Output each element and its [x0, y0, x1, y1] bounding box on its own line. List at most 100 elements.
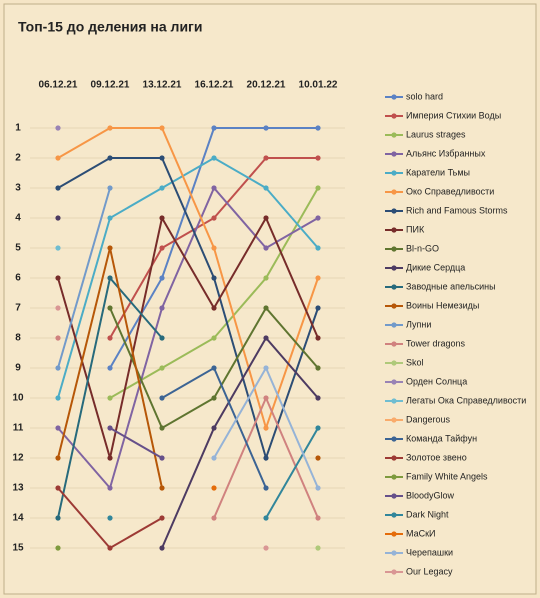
point: [107, 425, 113, 431]
point: [107, 515, 113, 521]
legend-label: Черепашки: [406, 547, 453, 557]
legend-label: Легаты Ока Справедливости: [406, 395, 526, 405]
point: [159, 425, 165, 431]
point: [159, 485, 165, 491]
y-tick-label: 5: [15, 243, 21, 254]
legend-label: Альянс Избранных: [406, 148, 486, 158]
y-tick-label: 9: [15, 363, 21, 374]
point: [107, 305, 113, 311]
series-line: [57, 156, 319, 399]
series-line: [57, 157, 319, 462]
legend-dot: [391, 246, 397, 252]
legend-dot: [391, 550, 397, 556]
point: [315, 365, 321, 371]
point: [159, 245, 165, 251]
point: [159, 125, 165, 131]
point: [55, 305, 61, 311]
point: [211, 275, 217, 281]
point: [315, 335, 321, 341]
point: [263, 215, 269, 221]
legend-dot: [391, 379, 397, 385]
point: [315, 275, 321, 281]
x-tick-label: 09.12.21: [91, 80, 130, 91]
chart-title: Топ-15 до деления на лиги: [18, 19, 203, 35]
legend-label: Dangerous: [406, 414, 451, 424]
legend-label: Skol: [406, 357, 424, 367]
point: [315, 545, 321, 551]
point: [211, 305, 217, 311]
legend-dot: [391, 132, 397, 138]
series-line: [57, 187, 111, 369]
point: [55, 245, 61, 251]
point: [107, 485, 113, 491]
point: [211, 185, 217, 191]
legend-dot: [391, 417, 397, 423]
point: [315, 155, 321, 161]
legend-label: Laurus strages: [406, 129, 466, 139]
point: [211, 155, 217, 161]
legend-dot: [391, 189, 397, 195]
y-tick-label: 14: [12, 513, 24, 524]
point: [55, 215, 61, 221]
y-tick-label: 6: [15, 273, 21, 284]
point: [107, 545, 113, 551]
legend-dot: [391, 265, 397, 271]
legend-label: Каратели Тьмы: [406, 167, 470, 177]
point: [55, 395, 61, 401]
legend-dot: [391, 113, 397, 119]
legend-dot: [391, 208, 397, 214]
point: [107, 395, 113, 401]
x-tick-label: 10.01.22: [299, 80, 338, 91]
point: [211, 485, 217, 491]
point: [211, 125, 217, 131]
legend-dot: [391, 474, 397, 480]
y-tick-label: 10: [12, 393, 24, 404]
legend-dot: [391, 303, 397, 309]
point: [211, 365, 217, 371]
point: [55, 545, 61, 551]
legend-label: Bl-n-GO: [406, 243, 439, 253]
series-line: [265, 427, 319, 519]
point: [263, 365, 269, 371]
legend-label: Золотое звено: [406, 452, 467, 462]
legend-label: Tower dragons: [406, 338, 466, 348]
point: [315, 215, 321, 221]
y-tick-label: 12: [12, 453, 24, 464]
point: [211, 335, 217, 341]
legend-dot: [391, 284, 397, 290]
legend-dot: [391, 569, 397, 575]
point: [159, 545, 165, 551]
point: [55, 125, 61, 131]
legend-dot: [391, 436, 397, 442]
legend-dot: [391, 360, 397, 366]
y-tick-label: 15: [12, 543, 24, 554]
y-tick-label: 8: [15, 333, 21, 344]
point: [315, 515, 321, 521]
chart-frame: [3, 3, 537, 595]
legend-label: Our Legacy: [406, 566, 453, 576]
point: [159, 305, 165, 311]
legend-label: Rich and Famous Storms: [406, 205, 508, 215]
point: [107, 335, 113, 341]
x-tick-label: 06.12.21: [39, 80, 78, 91]
point: [263, 125, 269, 131]
legend-dot: [391, 151, 397, 157]
point: [211, 515, 217, 521]
point: [263, 515, 269, 521]
point: [211, 425, 217, 431]
legend-dot: [391, 170, 397, 176]
legend-label: МаСкИ: [406, 528, 436, 538]
point: [315, 185, 321, 191]
legend-label: Орден Солнца: [406, 376, 467, 386]
point: [211, 395, 217, 401]
legend-dot: [391, 512, 397, 518]
y-tick-label: 1: [15, 123, 21, 134]
legend-dot: [391, 531, 397, 537]
point: [107, 185, 113, 191]
legend-dot: [391, 455, 397, 461]
legend-label: Команда Тайфун: [406, 433, 477, 443]
legend-dot: [391, 227, 397, 233]
y-tick-label: 3: [15, 183, 21, 194]
legend-dot: [391, 341, 397, 347]
